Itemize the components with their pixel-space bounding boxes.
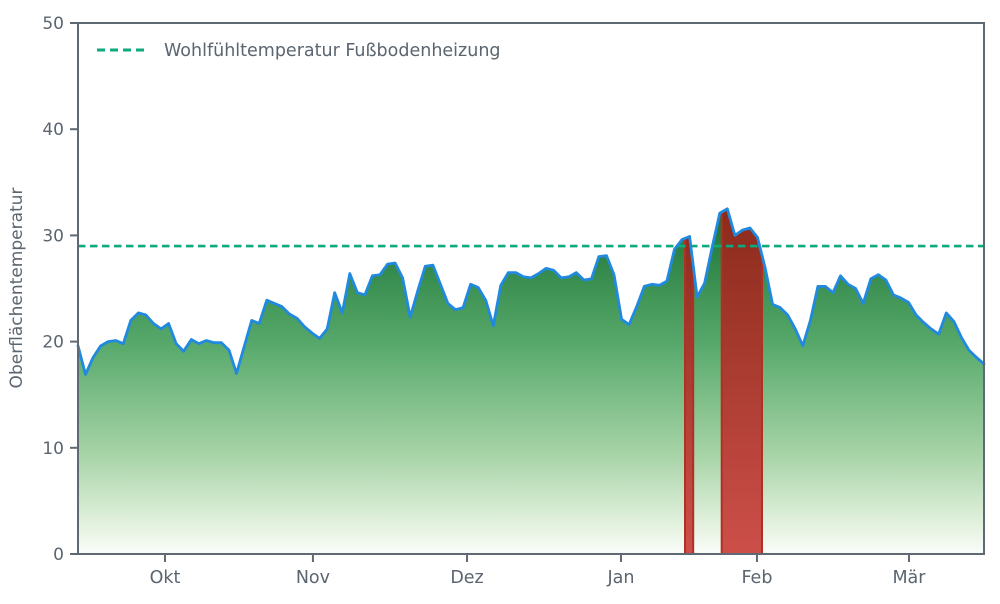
legend-label: Wohlfühltemperatur Fußbodenheizung bbox=[164, 41, 501, 61]
temperature-curve bbox=[76, 207, 986, 376]
y-axis-label: Oberflächentemperatur bbox=[7, 188, 27, 389]
legend: Wohlfühltemperatur Fußbodenheizung bbox=[97, 41, 501, 61]
y-tick-label: 10 bbox=[42, 439, 64, 459]
axes bbox=[70, 22, 985, 562]
y-tick-label: 50 bbox=[42, 14, 64, 34]
area-fill-green bbox=[78, 208, 984, 555]
x-tick-label: Mär bbox=[892, 568, 926, 588]
area-fill-exceedance bbox=[720, 207, 763, 555]
temperature-curve-group bbox=[76, 207, 986, 376]
y-tick-label: 0 bbox=[53, 545, 64, 565]
plot-border bbox=[77, 22, 985, 555]
x-tick-label: Nov bbox=[296, 568, 330, 588]
y-tick-label: 20 bbox=[42, 333, 64, 353]
area-fills bbox=[78, 207, 984, 555]
area-fill-exceedance bbox=[684, 235, 695, 555]
x-tick-label: Dez bbox=[450, 568, 483, 588]
x-tick-label: Okt bbox=[150, 568, 181, 588]
x-tick-label: Jan bbox=[606, 568, 634, 588]
y-tick-label: 40 bbox=[42, 120, 64, 140]
tick-labels: 0 10 20 30 40 50 Okt Nov Dez Jan Feb Mär bbox=[42, 14, 926, 588]
x-tick-label: Feb bbox=[741, 568, 772, 588]
y-tick-label: 30 bbox=[42, 226, 64, 246]
